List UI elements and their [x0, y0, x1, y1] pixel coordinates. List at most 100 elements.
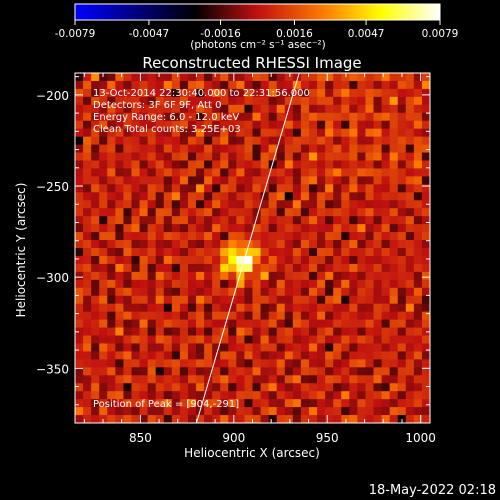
- heatmap-pixel: [91, 319, 100, 329]
- heatmap-pixel: [357, 248, 367, 257]
- heatmap-pixel: [333, 295, 342, 305]
- heatmap-pixel: [91, 224, 100, 233]
- heatmap-pixel: [284, 176, 294, 185]
- heatmap-pixel: [268, 255, 278, 265]
- heatmap-pixel: [349, 224, 358, 233]
- heatmap-pixel: [413, 96, 423, 106]
- heatmap-pixel: [212, 152, 221, 162]
- heatmap-pixel: [341, 295, 350, 305]
- heatmap-pixel: [107, 335, 116, 345]
- heatmap-pixel: [252, 248, 262, 257]
- heatmap-pixel: [308, 136, 318, 146]
- heatmap-pixel: [187, 375, 197, 384]
- heatmap-pixel: [212, 224, 221, 233]
- heatmap-pixel: [171, 176, 181, 185]
- heatmap-pixel: [147, 192, 157, 201]
- heatmap-pixel: [228, 136, 237, 146]
- heatmap-pixel: [365, 248, 375, 257]
- heatmap-pixel: [292, 351, 302, 360]
- heatmap-pixel: [325, 232, 334, 241]
- heatmap-pixel: [317, 240, 326, 249]
- heatmap-pixel: [397, 88, 407, 98]
- heatmap-pixel: [99, 120, 108, 130]
- heatmap-pixel: [381, 327, 391, 337]
- heatmap-pixel: [220, 351, 229, 360]
- heatmap-pixel: [220, 383, 229, 392]
- heatmap-pixel: [171, 73, 181, 82]
- heatmap-pixel: [349, 240, 358, 249]
- heatmap-pixel: [300, 168, 310, 177]
- heatmap-pixel: [107, 399, 116, 408]
- x-axis-label: Heliocentric X (arcsec): [184, 446, 320, 460]
- heatmap-pixel: [187, 112, 197, 122]
- heatmap-pixel: [99, 176, 108, 185]
- heatmap-pixel: [325, 263, 334, 273]
- heatmap-pixel: [276, 311, 286, 321]
- heatmap-pixel: [381, 359, 391, 368]
- heatmap-pixel: [349, 144, 358, 154]
- heatmap-pixel: [268, 327, 278, 337]
- heatmap-pixel: [123, 104, 133, 114]
- heatmap-pixel: [91, 415, 100, 423]
- heatmap-pixel: [75, 343, 84, 352]
- heatmap-pixel: [204, 216, 213, 225]
- heatmap-pixel: [236, 120, 246, 130]
- heatmap-pixel: [83, 383, 92, 392]
- heatmap-pixel: [220, 311, 229, 321]
- heatmap-pixel: [220, 263, 229, 273]
- heatmap-pixel: [373, 240, 383, 249]
- heatmap-pixel: [123, 367, 133, 376]
- heatmap-pixel: [421, 73, 430, 82]
- heatmap-pixel: [357, 271, 367, 281]
- heatmap-pixel: [292, 399, 302, 408]
- heatmap-pixel: [236, 200, 246, 209]
- heatmap-pixel: [83, 279, 92, 289]
- heatmap-pixel: [292, 88, 302, 98]
- heatmap-pixel: [349, 407, 358, 416]
- heatmap-pixel: [99, 367, 108, 376]
- heatmap-pixel: [413, 208, 423, 217]
- heatmap-pixel: [252, 399, 262, 408]
- heatmap-pixel: [292, 232, 302, 241]
- heatmap-pixel: [405, 232, 415, 241]
- heatmap-pixel: [413, 271, 423, 281]
- heatmap-pixel: [228, 271, 237, 281]
- heatmap-pixel: [147, 319, 157, 329]
- heatmap-pixel: [268, 248, 278, 257]
- heatmap-pixel: [276, 295, 286, 305]
- heatmap-pixel: [91, 144, 100, 154]
- heatmap-pixel: [163, 104, 173, 114]
- heatmap-pixel: [179, 415, 189, 423]
- heatmap-pixel: [187, 168, 197, 177]
- heatmap-pixel: [147, 359, 157, 368]
- heatmap-pixel: [381, 375, 391, 384]
- heatmap-pixel: [244, 104, 254, 114]
- heatmap-pixel: [155, 136, 165, 146]
- heatmap-pixel: [405, 168, 415, 177]
- heatmap-pixel: [365, 96, 375, 106]
- heatmap-pixel: [196, 343, 205, 352]
- heatmap-pixel: [115, 327, 125, 337]
- heatmap-pixel: [292, 375, 302, 384]
- heatmap-pixel: [333, 240, 342, 249]
- heatmap-pixel: [179, 351, 189, 360]
- heatmap-pixel: [179, 88, 189, 98]
- heatmap-pixel: [365, 255, 375, 265]
- heatmap-pixel: [252, 255, 262, 265]
- heatmap-pixel: [228, 279, 237, 289]
- heatmap-pixel: [107, 327, 116, 337]
- heatmap-pixel: [284, 160, 294, 170]
- heatmap-pixel: [405, 200, 415, 209]
- heatmap-pixel: [196, 216, 205, 225]
- heatmap-pixel: [131, 80, 141, 90]
- heatmap-pixel: [220, 303, 229, 313]
- heatmap-pixel: [308, 200, 318, 209]
- heatmap-pixel: [244, 335, 254, 345]
- heatmap-pixel: [397, 96, 407, 106]
- heatmap-pixel: [365, 240, 375, 249]
- heatmap-pixel: [405, 327, 415, 337]
- heatmap-pixel: [276, 248, 286, 257]
- heatmap-pixel: [99, 303, 108, 313]
- heatmap-pixel: [123, 120, 133, 130]
- heatmap-pixel: [83, 271, 92, 281]
